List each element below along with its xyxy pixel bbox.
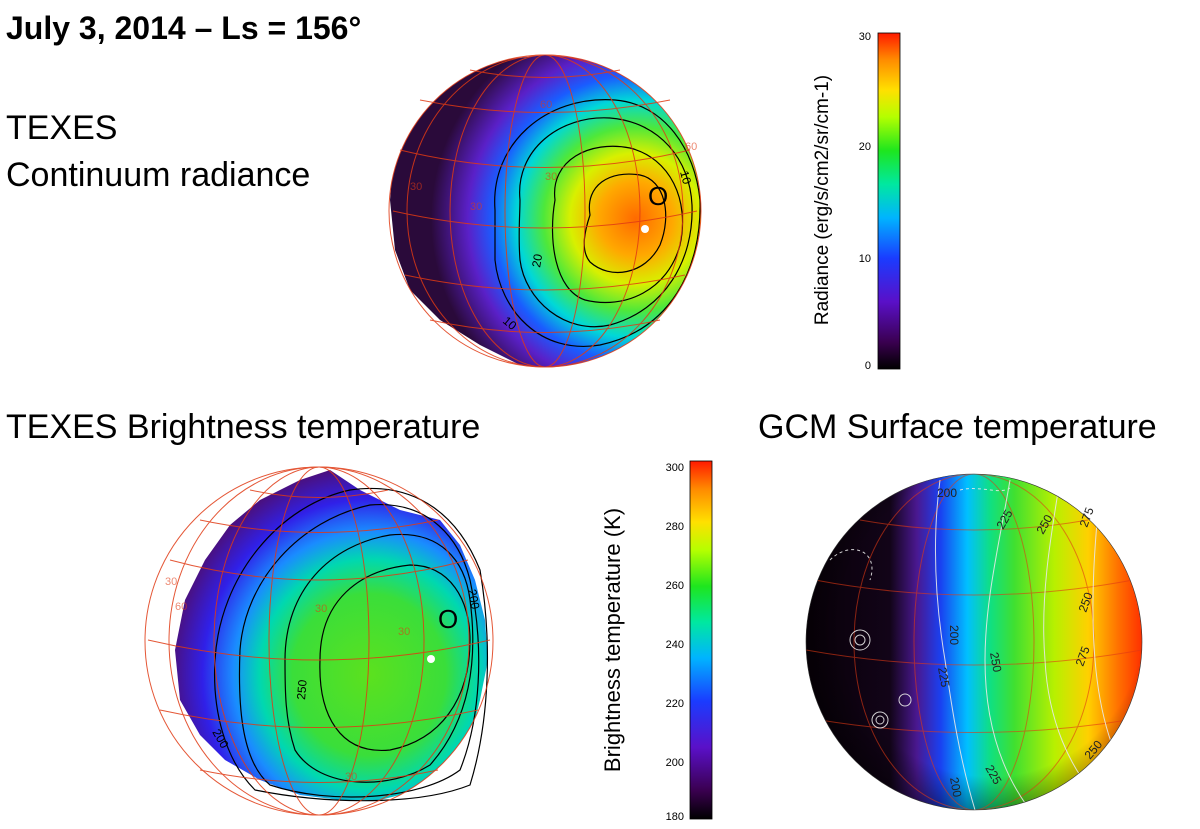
brightness-grid-label: 60 [175, 601, 187, 613]
radiance-graticule [388, 54, 702, 368]
brightness-grid-label: 30 [315, 603, 327, 615]
brightness-colorbar-tick: 220 [666, 698, 684, 710]
brightness-contour-label: 200 [465, 588, 482, 610]
gcm-contour-label: 200 [947, 776, 964, 798]
brightness-colorbar-gradient [689, 460, 713, 820]
gcm-contour-label: 200 [937, 486, 957, 500]
brightness-contour-label: 250 [294, 679, 310, 700]
radiance-subsolar-dot [641, 225, 649, 233]
radiance-panel-label-instrument: TEXES [6, 109, 118, 147]
radiance-grid-label: 30 [410, 181, 422, 193]
brightness-colorbar-tick: 240 [666, 639, 684, 651]
brightness-colorbar-tick: 260 [666, 580, 684, 592]
brightness-grid-label: 30 [398, 626, 410, 638]
radiance-colorbar-tick: 10 [859, 253, 871, 265]
radiance-colorbar-tick: 0 [865, 360, 871, 372]
brightness-grid-label: 30 [165, 576, 177, 588]
figure-title: July 3, 2014 – Ls = 156° [6, 10, 362, 46]
brightness-subsolar-dot [427, 655, 435, 663]
gcm-globe: 200 225 250 275 200 225 250 275 250 200 … [805, 473, 1143, 811]
radiance-contour-label: 10 [677, 169, 694, 186]
radiance-colorbar-label: Radiance (erg/s/cm2/sr/cm-1) [812, 75, 833, 325]
brightness-colorbar-tick: 280 [666, 521, 684, 533]
brightness-observer-marker: O [438, 604, 458, 634]
brightness-globe: 200 250 200 30 30 60 30 30 O [144, 466, 494, 816]
radiance-colorbar: 0 10 20 30 Radiance (erg/s/cm2/sr/cm-1) [812, 31, 901, 372]
brightness-graticule [144, 466, 494, 816]
gcm-contour-label: 275 [1077, 505, 1097, 529]
radiance-grid-label: 60 [540, 99, 552, 111]
radiance-grid-label: 60 [685, 141, 697, 153]
radiance-observer-marker: O [648, 181, 668, 211]
brightness-colorbar: 180 200 220 240 260 280 300 Brightness t… [600, 460, 713, 823]
gcm-contour-label: 225 [935, 666, 952, 688]
gcm-contour-label: 250 [1076, 590, 1096, 614]
brightness-colorbar-label: Brightness temperature (K) [600, 508, 625, 772]
brightness-colorbar-tick: 200 [666, 757, 684, 769]
brightness-colorbar-tick: 180 [666, 811, 684, 823]
radiance-grid-label: 30 [545, 171, 557, 183]
radiance-globe: 10 20 10 60 30 30 30 60 O [388, 54, 702, 368]
radiance-colorbar-tick: 20 [859, 141, 871, 153]
radiance-colorbar-gradient [877, 32, 901, 370]
radiance-contour-label: 20 [529, 253, 545, 269]
gcm-contours [829, 479, 1131, 810]
gcm-contour-label: 200 [947, 625, 961, 645]
brightness-colorbar-tick: 300 [666, 462, 684, 474]
gcm-contour-label: 275 [1073, 644, 1093, 668]
radiance-colorbar-tick: 30 [859, 31, 871, 43]
brightness-panel-label: TEXES Brightness temperature [6, 408, 481, 446]
brightness-grid-label: 30 [345, 771, 357, 783]
gcm-contour-label: 250 [987, 651, 1004, 673]
radiance-panel-label-quantity: Continuum radiance [6, 156, 311, 194]
radiance-grid-label: 30 [470, 201, 482, 213]
gcm-panel-label: GCM Surface temperature [758, 408, 1157, 446]
